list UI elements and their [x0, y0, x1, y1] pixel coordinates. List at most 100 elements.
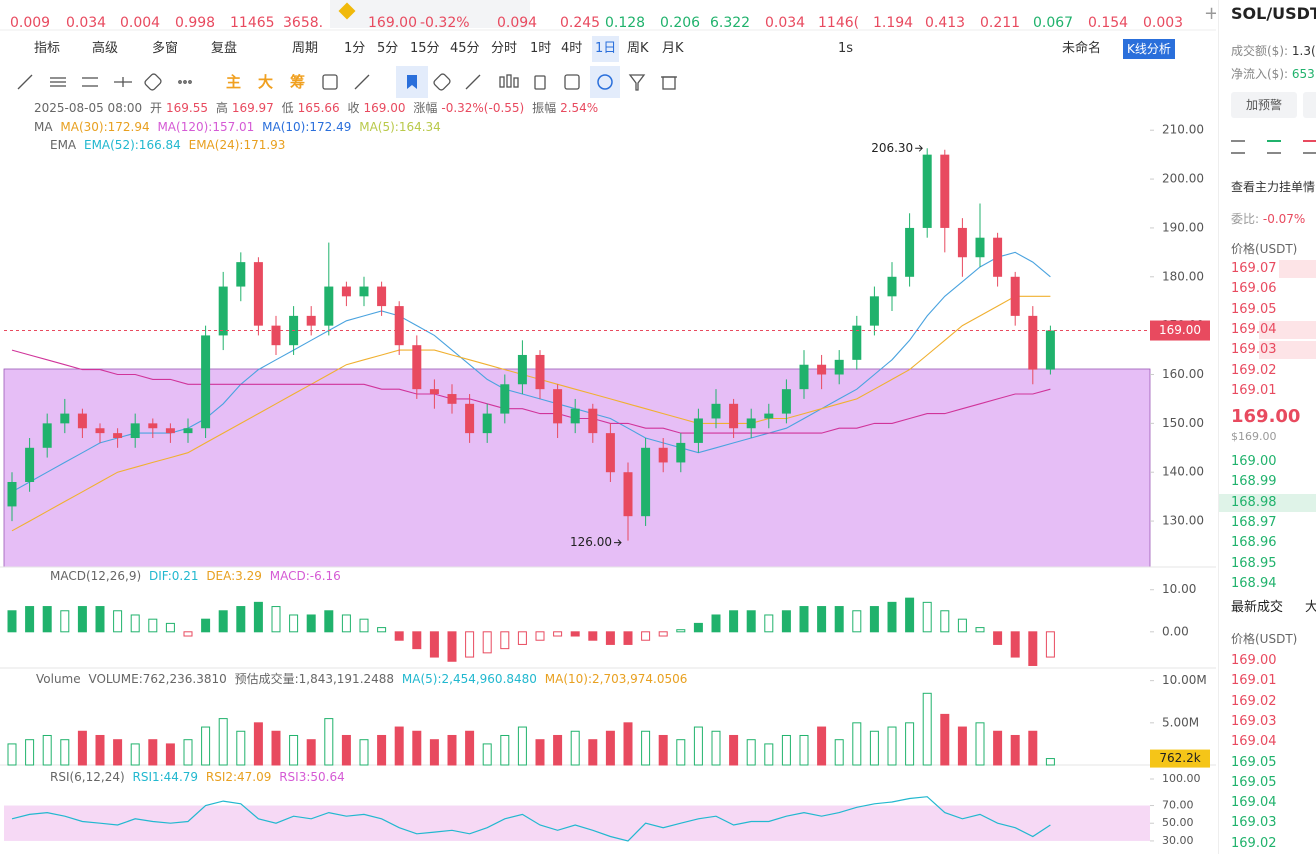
value: RSI1:44.79	[132, 770, 199, 784]
bar	[588, 739, 598, 766]
bar	[465, 730, 475, 766]
candle-body	[869, 296, 879, 326]
ticker-value: 0.094	[497, 15, 538, 31]
candle-body	[570, 408, 580, 424]
bid-price: 168.97	[1231, 514, 1277, 530]
bar	[412, 730, 422, 766]
candle-body	[306, 315, 316, 326]
bar	[905, 597, 915, 633]
period[interactable]: 分时	[491, 41, 518, 56]
icon[interactable]	[1303, 140, 1316, 154]
candle-body	[641, 447, 651, 517]
tool-bookmark[interactable]	[407, 75, 417, 89]
depth-bar	[1219, 493, 1316, 512]
value: VOLUME:762,236.3810	[88, 672, 227, 686]
bar	[605, 631, 615, 645]
candle-body	[412, 345, 422, 390]
candle-body	[517, 354, 527, 385]
icon[interactable]	[1267, 140, 1282, 154]
toolbar-item[interactable]: 指标	[34, 41, 61, 56]
bar	[588, 631, 598, 641]
refresh-rate[interactable]: 1s	[838, 41, 854, 56]
candle-body	[799, 364, 809, 390]
toolbar-item[interactable]: 复盘	[211, 41, 238, 56]
period[interactable]: 月K	[662, 41, 684, 56]
candle-body	[465, 403, 475, 434]
period-active[interactable]: 1日	[592, 36, 620, 62]
bar	[42, 734, 52, 766]
macd-info: MACD(12,26,9) DIF:0.21 DEA:3.29 MACD:-6.…	[50, 569, 345, 583]
bar	[852, 722, 862, 766]
bar	[570, 730, 580, 766]
depth-hint[interactable]: 查看主力挂单情	[1231, 180, 1316, 194]
button[interactable]	[1303, 92, 1316, 118]
period[interactable]: 15分	[410, 41, 440, 56]
ma-line	[11, 295, 1051, 532]
label: MACD(12,26,9)	[50, 569, 142, 583]
ticker-value: 3658.	[283, 15, 324, 31]
tool-chip[interactable]: 筹	[290, 73, 306, 91]
layout-name[interactable]: 未命名	[1062, 41, 1102, 56]
volume-tag-bg	[1150, 749, 1210, 768]
trade-price: 169.02	[1231, 693, 1277, 709]
bar	[817, 726, 827, 766]
ticker-value: 0.004	[120, 15, 161, 31]
bar	[447, 734, 457, 766]
bar	[289, 614, 299, 633]
period[interactable]: 4时	[561, 41, 583, 56]
bar	[359, 618, 369, 633]
period[interactable]: 45分	[450, 41, 480, 56]
period[interactable]: 周K	[627, 41, 649, 56]
bar	[605, 730, 615, 766]
bar	[7, 743, 17, 766]
trades-title[interactable]: 最新成交	[1231, 600, 1284, 615]
candle-body	[236, 262, 246, 287]
value: MA(30):172.94	[60, 120, 150, 134]
bar	[834, 739, 844, 766]
value: MA(120):157.01	[157, 120, 255, 134]
toolbar-item[interactable]: 多窗	[152, 41, 179, 56]
tool-main[interactable]: 主	[226, 73, 242, 91]
bar	[113, 739, 123, 766]
toolbar-item[interactable]: 周期	[292, 41, 319, 56]
tool-big[interactable]: 大	[258, 73, 274, 91]
bar	[535, 739, 545, 766]
kline-analysis[interactable]: K线分析	[1123, 39, 1175, 59]
alert-button[interactable]: 加预警	[1231, 92, 1297, 118]
label: 高	[215, 101, 228, 115]
add-tab[interactable]: +	[1204, 3, 1216, 24]
bar	[201, 726, 211, 766]
bar	[922, 601, 932, 633]
trade-price: 169.00	[1231, 653, 1277, 668]
bar	[306, 739, 316, 766]
bar	[253, 722, 263, 766]
period[interactable]: 1分	[344, 41, 366, 56]
candle-body	[7, 481, 17, 507]
trade-price: 169.01	[1231, 673, 1277, 689]
bar	[1028, 730, 1038, 766]
tool-magnet[interactable]	[597, 74, 613, 90]
price-header: 价格(USDT)	[1231, 242, 1298, 256]
toolbar-item[interactable]: 高级	[92, 41, 119, 56]
bar	[130, 614, 140, 633]
ema-info: EMA EMA(52):166.84 EMA(24):171.93	[50, 138, 289, 152]
icon[interactable]	[1231, 140, 1245, 154]
candle-body	[887, 276, 897, 297]
label: RSI(6,12,24)	[50, 770, 125, 784]
candle-body	[781, 389, 791, 414]
bar	[940, 610, 950, 633]
bar	[1010, 734, 1020, 766]
period[interactable]: 1时	[530, 41, 552, 56]
ticker-value: 0.067	[1033, 15, 1074, 31]
inflow: 净流入($): 653	[1231, 65, 1315, 82]
candle-body	[975, 237, 985, 258]
candle-body	[693, 418, 703, 443]
last-price: 169.00	[1231, 406, 1301, 427]
trades-tab[interactable]: 大	[1305, 596, 1316, 615]
bar	[289, 734, 299, 766]
drawing-tools[interactable]	[17, 73, 677, 91]
value: DIF:0.21	[148, 569, 199, 583]
bar	[271, 606, 281, 633]
period[interactable]: 5分	[377, 41, 399, 56]
ticker-value: 0.245	[560, 15, 601, 31]
